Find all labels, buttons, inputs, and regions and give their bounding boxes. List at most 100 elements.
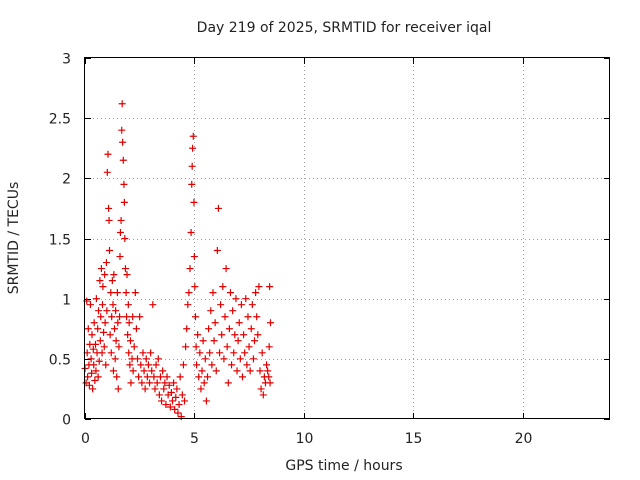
data-point [134,355,141,363]
data-point [254,331,262,339]
data-point [185,289,193,297]
data-point [240,331,248,339]
data-point [165,381,173,389]
data-point [92,295,100,303]
data-point [169,397,176,405]
data-point [258,349,266,357]
data-point [89,345,97,353]
data-point [171,405,179,413]
data-point [135,373,143,381]
data-point [104,150,112,158]
data-point [108,277,116,285]
data-point [103,168,111,176]
data-point [256,367,264,375]
data-point [219,283,227,291]
data-point [111,355,119,363]
data-point [138,379,146,387]
data-point [140,367,148,375]
data-point [95,307,103,315]
data-point [125,349,133,357]
data-point [202,397,210,405]
data-point [114,385,122,393]
data-point [101,271,109,279]
data-point [143,373,151,381]
data-point [113,289,121,297]
data-point [107,349,115,357]
data-point [232,295,240,303]
data-point [170,379,178,387]
data-point [187,228,195,236]
data-point [146,379,154,387]
data-point [243,361,251,369]
data-point [197,385,205,393]
data-point [116,313,124,321]
y-tick-label: 0 [62,413,71,429]
data-point [119,138,127,146]
data-point [230,349,238,357]
data-point [117,216,125,224]
data-point [147,349,155,357]
data-point [84,373,92,381]
data-point [114,319,122,327]
data-point [196,349,204,357]
data-point [121,235,129,242]
x-tick-label: 20 [515,431,533,447]
data-point [126,361,134,369]
data-point [127,379,135,387]
data-point [102,361,110,369]
data-point [122,289,130,297]
data-point [228,361,236,369]
data-point [158,397,166,405]
data-point [88,369,96,377]
data-point [188,180,196,188]
data-point [152,361,160,369]
x-tick-label: 5 [190,431,199,447]
y-tick-label: 2 [62,172,71,188]
data-point [162,401,170,409]
data-point [234,337,242,345]
data-point [224,379,232,387]
data-point [118,126,126,134]
data-point [99,301,106,309]
data-point [233,367,241,375]
data-point [265,373,273,381]
data-point [195,373,203,381]
data-point [222,265,230,273]
data-point [132,325,140,333]
data-point [242,295,250,303]
data-point [106,331,114,339]
data-point [105,204,113,212]
data-point [136,313,144,321]
data-point [231,331,239,339]
x-tick-label: 0 [81,431,90,447]
data-point [137,361,145,369]
y-tick-label: 1 [62,293,71,309]
data-point [151,385,159,393]
data-point [139,349,147,357]
y-tick-label: 1.5 [49,233,71,249]
x-axis-label: GPS time / hours [285,458,402,474]
data-point [115,343,123,351]
y-tick-label: 3 [62,52,71,68]
data-point [184,301,192,309]
data-point [263,361,271,369]
data-point [212,367,220,375]
data-point [129,313,137,321]
axis-ticks [85,58,610,420]
data-point [112,307,120,315]
data-point [249,355,257,363]
data-point [103,307,111,315]
data-point [190,198,198,206]
data-point [106,247,113,255]
data-point [181,397,189,405]
data-point [209,289,217,297]
data-point [191,313,199,321]
data-point [144,361,152,369]
data-point [149,301,157,309]
data-point [97,313,105,321]
data-point [189,132,197,140]
data-point [102,259,110,267]
data-point [112,337,120,345]
data-point [160,385,168,393]
data-point [177,413,185,421]
